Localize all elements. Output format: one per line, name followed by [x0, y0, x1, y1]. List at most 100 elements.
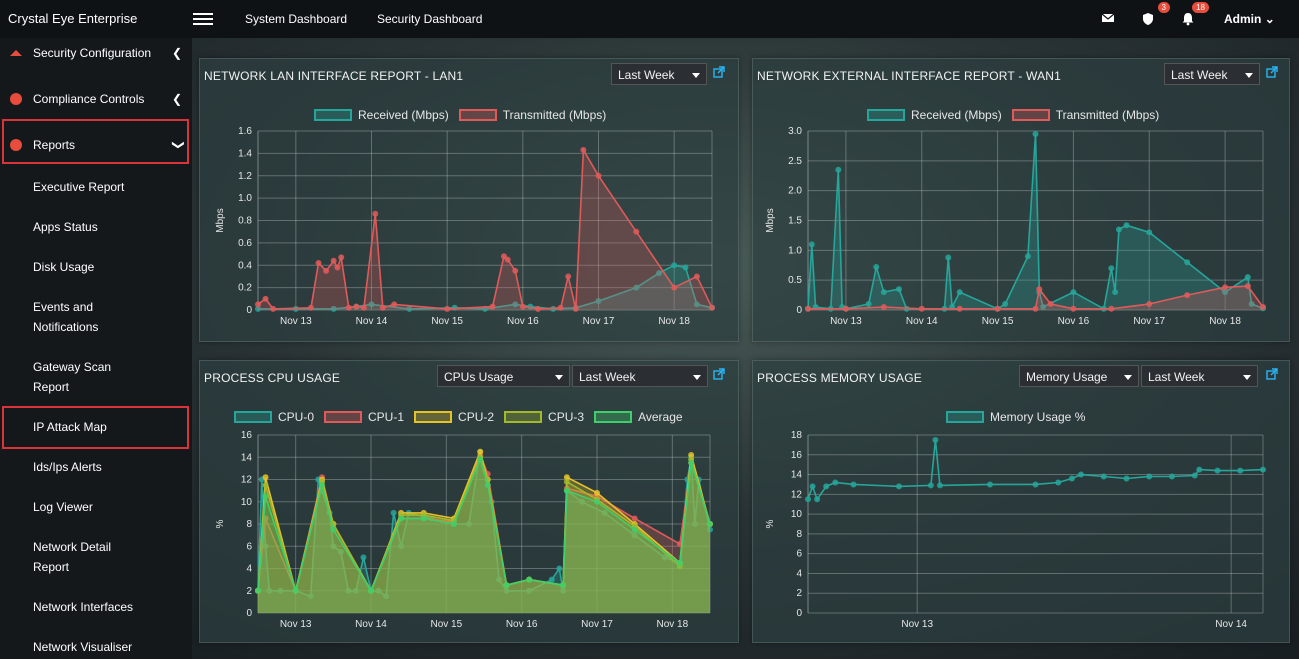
- legend-memory-usage[interactable]: Memory Usage %: [946, 410, 1085, 424]
- data-point: [330, 526, 337, 533]
- sidebar-item-reports[interactable]: Reports ❮: [0, 125, 192, 165]
- y-tick-label: 2: [246, 586, 252, 597]
- data-point: [1196, 466, 1203, 473]
- legend-transmitted[interactable]: Transmitted (Mbps): [458, 108, 606, 122]
- data-point: [956, 289, 963, 296]
- x-tick-label: Nov 18: [656, 619, 688, 630]
- sidebar-sub-events-notifications[interactable]: Events and Notifications: [33, 300, 99, 334]
- legend-cpu-3[interactable]: CPU-3: [504, 410, 584, 424]
- sidebar-sub-network-interfaces[interactable]: Network Interfaces: [33, 600, 134, 614]
- data-point: [330, 257, 337, 264]
- wan-range-select[interactable]: Last Week: [1164, 63, 1260, 85]
- data-point: [368, 587, 374, 594]
- sidebar-sub-network-visualiser[interactable]: Network Visualiser: [33, 640, 133, 654]
- y-tick-label: 4: [246, 564, 252, 575]
- admin-menu[interactable]: Admin ⌄: [1224, 12, 1275, 26]
- data-point: [398, 543, 405, 550]
- data-point: [262, 295, 269, 302]
- data-point: [688, 459, 695, 466]
- bell-badge: 18: [1192, 2, 1209, 13]
- legend-received[interactable]: Received (Mbps): [867, 108, 1002, 122]
- wan-legend: Received (Mbps) Transmitted (Mbps): [867, 108, 1169, 122]
- data-point: [594, 498, 600, 505]
- data-point: [676, 559, 683, 566]
- y-tick-label: 18: [791, 430, 803, 441]
- x-tick-label: Nov 13: [280, 316, 312, 327]
- data-point: [489, 303, 496, 310]
- data-point: [1036, 286, 1043, 293]
- data-point: [1108, 305, 1115, 312]
- external-link-icon[interactable]: [713, 368, 725, 380]
- data-point: [338, 254, 345, 261]
- data-point: [526, 587, 533, 594]
- data-point: [353, 303, 360, 310]
- data-point: [835, 166, 842, 173]
- panel-title: NETWORK LAN INTERFACE REPORT - LAN1: [204, 69, 464, 83]
- sidebar-item-security-configuration[interactable]: Security Configuration ❮: [0, 33, 192, 73]
- lan-range-select[interactable]: Last Week: [611, 63, 707, 85]
- x-tick-label: Nov 13: [830, 316, 862, 327]
- data-point: [631, 526, 638, 533]
- bell-icon[interactable]: 18: [1181, 2, 1209, 28]
- cpu-range-select[interactable]: Last Week: [572, 365, 708, 387]
- data-point: [556, 565, 563, 572]
- cpu-metric-select[interactable]: CPUs Usage: [437, 365, 570, 387]
- sidebar-sub-gateway-scan-report[interactable]: Gateway Scan Report: [33, 360, 112, 394]
- x-tick-label: Nov 14: [1215, 619, 1247, 630]
- x-tick-label: Nov 17: [583, 316, 615, 327]
- data-point: [512, 267, 519, 274]
- nav-security-dashboard[interactable]: Security Dashboard: [377, 12, 483, 26]
- reports-highlight: [2, 119, 189, 164]
- sidebar-sub-apps-status[interactable]: Apps Status: [33, 220, 98, 234]
- series-line: [808, 285, 1264, 310]
- x-tick-label: Nov 15: [431, 316, 463, 327]
- shield-icon[interactable]: 3: [1142, 2, 1170, 28]
- sidebar-sub-log-viewer[interactable]: Log Viewer: [33, 500, 93, 514]
- data-point: [255, 587, 261, 594]
- data-point: [390, 509, 397, 516]
- top-bar: Crystal Eye Enterprise System Dashboard …: [0, 0, 1299, 38]
- menu-toggle-icon[interactable]: [193, 10, 213, 28]
- data-point: [262, 543, 269, 550]
- data-point: [563, 478, 570, 485]
- data-point: [572, 305, 579, 312]
- legend-cpu-0[interactable]: CPU-0: [234, 410, 314, 424]
- nav-system-dashboard[interactable]: System Dashboard: [245, 12, 348, 26]
- external-link-icon[interactable]: [1266, 368, 1278, 380]
- sidebar-sub-network-detail-report[interactable]: Network Detail Report: [33, 540, 112, 574]
- data-point: [671, 262, 678, 269]
- sidebar-sub-ip-attack-map[interactable]: IP Attack Map: [33, 420, 107, 434]
- series-line: [807, 439, 1264, 502]
- external-link-icon[interactable]: [713, 66, 725, 78]
- sidebar-sub-disk-usage[interactable]: Disk Usage: [33, 260, 95, 274]
- y-tick-label: 0: [796, 305, 802, 316]
- memory-metric-select[interactable]: Memory Usage: [1019, 365, 1139, 387]
- legend-received[interactable]: Received (Mbps): [314, 108, 449, 122]
- legend-cpu-1[interactable]: CPU-1: [324, 410, 404, 424]
- y-tick-label: 4: [796, 568, 802, 579]
- sidebar-item-compliance-controls[interactable]: Compliance Controls ❮: [0, 79, 192, 119]
- mail-icon[interactable]: [1101, 12, 1119, 28]
- data-point: [563, 487, 570, 494]
- data-point: [503, 587, 510, 594]
- data-point: [496, 576, 503, 583]
- data-point: [945, 254, 952, 261]
- y-tick-label: 8: [796, 529, 802, 540]
- y-tick-label: 2.0: [788, 186, 802, 197]
- legend-cpu-2[interactable]: CPU-2: [414, 410, 494, 424]
- data-point: [1070, 305, 1077, 312]
- data-point: [391, 301, 398, 308]
- data-point: [1032, 481, 1039, 488]
- external-link-icon[interactable]: [1266, 66, 1278, 78]
- data-point: [557, 304, 564, 311]
- lan-chart: 0 0.2 0.4 0.6 0.8 1.0 1.2 1.4 1.6 Nov 13 Nov 14 Nov…: [215, 126, 715, 327]
- memory-range-select[interactable]: Last Week: [1141, 365, 1258, 387]
- legend-average[interactable]: Average: [594, 410, 683, 424]
- sidebar-sub-executive-report[interactable]: Executive Report: [33, 180, 125, 194]
- legend-transmitted[interactable]: Transmitted (Mbps): [1011, 108, 1159, 122]
- data-point: [560, 587, 567, 594]
- data-point: [262, 482, 269, 489]
- data-point: [1115, 226, 1122, 233]
- data-point: [1146, 301, 1153, 308]
- sidebar-sub-ids-ips-alerts[interactable]: Ids/Ips Alerts: [33, 460, 102, 474]
